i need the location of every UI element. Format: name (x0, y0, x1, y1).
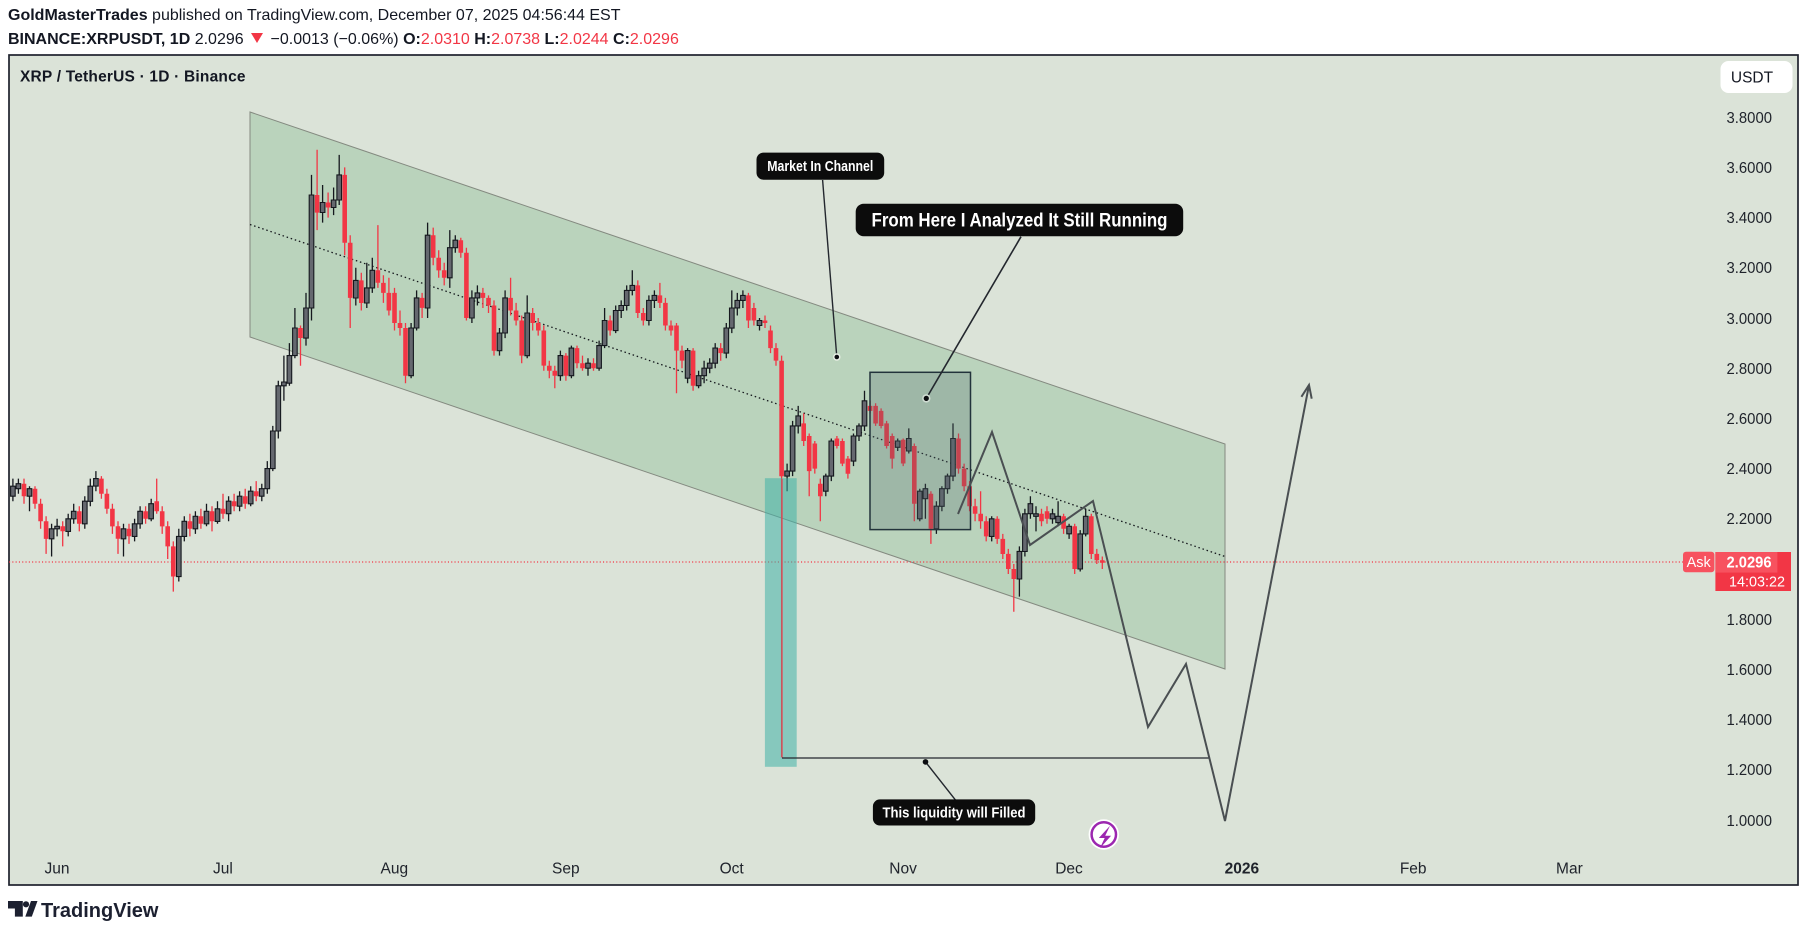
svg-text:Nov: Nov (889, 861, 917, 878)
svg-text:1.2000: 1.2000 (1727, 762, 1773, 779)
svg-text:Feb: Feb (1400, 861, 1427, 878)
svg-text:Aug: Aug (381, 861, 409, 878)
svg-text:3.2000: 3.2000 (1727, 260, 1773, 277)
svg-text:From Here I Analyzed It Still: From Here I Analyzed It Still Running (872, 210, 1168, 232)
svg-text:2.8000: 2.8000 (1727, 361, 1773, 378)
svg-text:1.4000: 1.4000 (1727, 712, 1773, 729)
svg-text:3.0000: 3.0000 (1727, 311, 1773, 328)
svg-text:Jun: Jun (45, 861, 70, 878)
svg-text:This liquidity will Filled: This liquidity will Filled (883, 805, 1026, 821)
svg-text:1.8000: 1.8000 (1727, 612, 1773, 629)
svg-text:Ask: Ask (1687, 555, 1712, 571)
svg-text:3.6000: 3.6000 (1727, 160, 1773, 177)
svg-text:3.4000: 3.4000 (1727, 210, 1773, 227)
svg-text:Jul: Jul (213, 861, 233, 878)
svg-text:Mar: Mar (1556, 861, 1583, 878)
svg-text:2.6000: 2.6000 (1727, 411, 1773, 428)
svg-text:2.4000: 2.4000 (1727, 461, 1773, 478)
svg-text:Market In Channel: Market In Channel (767, 159, 873, 175)
svg-text:USDT: USDT (1731, 70, 1774, 87)
svg-text:TradingView: TradingView (41, 900, 159, 922)
svg-text:2026: 2026 (1225, 861, 1260, 878)
svg-text:1.6000: 1.6000 (1727, 662, 1773, 679)
svg-text:14:03:22: 14:03:22 (1729, 574, 1785, 591)
svg-text:Dec: Dec (1055, 861, 1083, 878)
svg-text:2.0296: 2.0296 (1727, 555, 1772, 572)
svg-text:1.0000: 1.0000 (1727, 813, 1773, 830)
svg-text:XRP / TetherUS · 1D · Binance: XRP / TetherUS · 1D · Binance (20, 69, 246, 86)
svg-text:Oct: Oct (720, 861, 745, 878)
svg-text:Sep: Sep (552, 861, 580, 878)
svg-text:2.2000: 2.2000 (1727, 511, 1773, 528)
svg-text:3.8000: 3.8000 (1727, 110, 1773, 127)
